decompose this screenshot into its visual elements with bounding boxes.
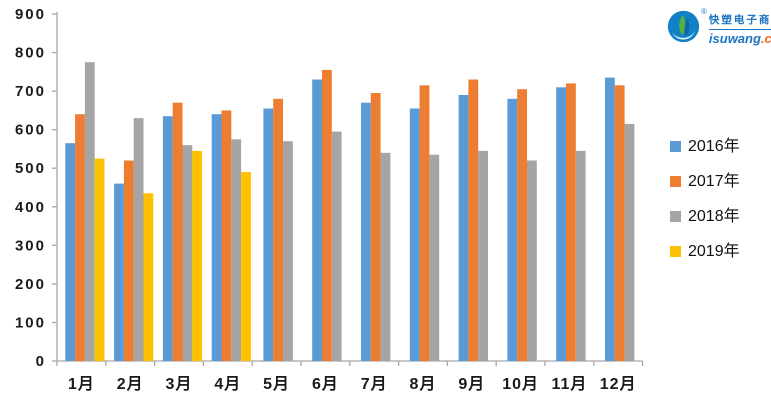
y-axis-label: 0 [36, 353, 46, 370]
bar [429, 154, 440, 361]
bar [273, 98, 283, 362]
legend-swatch [670, 211, 681, 222]
brand-domain-tld: .cc [760, 31, 771, 46]
brand-name-chinese: 快塑电子商 [708, 12, 771, 30]
x-axis-label: 7月 [361, 375, 388, 393]
bar [84, 62, 95, 361]
bar [419, 85, 430, 362]
legend-swatch [670, 176, 681, 187]
x-axis-label: 9月 [458, 375, 485, 393]
x-axis-label: 11月 [551, 375, 587, 393]
bar [114, 183, 124, 361]
bar [211, 114, 222, 361]
bar [231, 139, 242, 361]
y-axis-label: 400 [15, 199, 46, 216]
bar [566, 83, 576, 362]
legend-label: 2019年 [688, 243, 740, 260]
bar [331, 131, 342, 361]
bar [123, 160, 134, 361]
bar [370, 93, 381, 361]
y-axis-label: 300 [15, 237, 46, 254]
legend-label: 2016年 [688, 138, 740, 155]
bar [527, 160, 537, 361]
bar [380, 152, 391, 361]
bar [162, 116, 173, 361]
legend-label: 2018年 [688, 208, 740, 225]
brand-domain: isuwang.cc [709, 31, 771, 46]
x-axis-label: 8月 [410, 375, 437, 393]
bar [556, 87, 566, 362]
leaf-globe-icon [667, 10, 700, 43]
bar [458, 95, 469, 361]
bar [283, 141, 293, 361]
legend-swatch [670, 246, 681, 257]
x-axis-label: 3月 [166, 375, 193, 393]
bar [241, 172, 251, 361]
x-axis-label: 1月 [68, 375, 95, 393]
bar [221, 110, 232, 362]
bar [172, 102, 183, 361]
y-axis-label: 700 [15, 83, 46, 100]
brand-logo: ® 快塑电子商 isuwang.cc [667, 8, 771, 54]
y-axis-label: 200 [15, 276, 46, 293]
bar [94, 158, 105, 361]
x-axis-label: 10月 [502, 375, 539, 393]
y-axis-label: 100 [15, 314, 46, 331]
legend-label: 2017年 [688, 173, 740, 190]
chart-legend: 2016年 2017年 2018年 2019年 [670, 138, 740, 260]
x-axis-label: 4月 [214, 375, 241, 393]
bar [65, 143, 76, 361]
bar [361, 102, 371, 361]
bar [624, 123, 635, 362]
x-axis-label: 12月 [600, 375, 637, 393]
legend-item: 2019年 [670, 243, 740, 260]
bar [409, 108, 420, 361]
y-axis-label: 500 [15, 160, 46, 177]
bar [133, 118, 144, 361]
y-axis-label: 900 [15, 6, 46, 23]
legend-item: 2018年 [670, 208, 740, 225]
bar [468, 79, 479, 361]
bar [517, 89, 527, 361]
bar [75, 114, 85, 361]
bar [507, 98, 518, 362]
legend-item: 2016年 [670, 138, 740, 155]
x-axis-label: 6月 [312, 375, 339, 393]
bar [605, 77, 615, 361]
bar [143, 193, 154, 361]
x-axis-label: 5月 [263, 375, 290, 393]
bar [614, 85, 625, 362]
bar [575, 150, 586, 361]
bar [182, 145, 193, 361]
x-axis-label: 2月 [117, 375, 144, 393]
brand-domain-name: isuwang [708, 31, 761, 46]
y-axis-label: 800 [15, 45, 46, 62]
legend-item: 2017年 [670, 173, 740, 190]
bar [478, 150, 488, 361]
bar [312, 79, 322, 361]
registered-mark: ® [701, 8, 707, 16]
bar [192, 150, 203, 361]
bar [322, 69, 332, 362]
bar [263, 108, 274, 361]
y-axis-label: 600 [15, 122, 46, 139]
legend-swatch [670, 141, 681, 152]
